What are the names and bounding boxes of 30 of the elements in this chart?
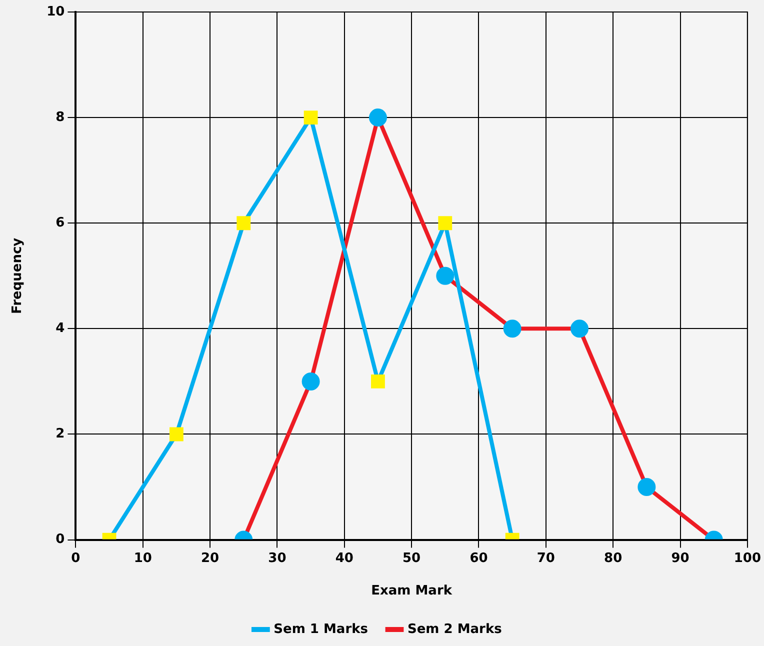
x-tick-label: 60 bbox=[470, 550, 488, 566]
y-tick-label: 6 bbox=[56, 215, 65, 230]
legend-label: Sem 2 Marks bbox=[408, 622, 502, 637]
x-tick-label: 40 bbox=[335, 550, 354, 566]
y-tick-label: 0 bbox=[56, 532, 65, 548]
y-tick-label: 10 bbox=[46, 4, 65, 20]
x-tick-label: 30 bbox=[268, 550, 286, 566]
x-tick-label: 70 bbox=[536, 550, 555, 566]
x-tick-label: 0 bbox=[71, 550, 80, 566]
point bbox=[368, 108, 387, 127]
x-tick-label: 80 bbox=[604, 550, 622, 566]
x-tick-label: 50 bbox=[402, 550, 421, 566]
x-tick-label: 90 bbox=[671, 550, 690, 566]
y-tick-label: 4 bbox=[56, 321, 65, 336]
x-tick-label: 100 bbox=[734, 550, 761, 566]
x-axis-title: Exam Mark bbox=[371, 584, 452, 599]
point bbox=[570, 320, 588, 338]
point bbox=[236, 216, 251, 230]
point bbox=[371, 374, 385, 388]
y-tick-label: 2 bbox=[56, 426, 65, 442]
y-tick-label: 8 bbox=[56, 110, 65, 125]
point bbox=[302, 372, 320, 390]
point bbox=[436, 266, 454, 285]
y-axis-title: Frequency bbox=[10, 237, 26, 314]
x-tick-label: 10 bbox=[134, 550, 152, 566]
legend-label: Sem 1 Marks bbox=[274, 622, 368, 637]
point bbox=[438, 216, 452, 230]
point bbox=[503, 320, 522, 338]
point bbox=[304, 110, 318, 125]
x-tick-label: 20 bbox=[200, 550, 220, 566]
